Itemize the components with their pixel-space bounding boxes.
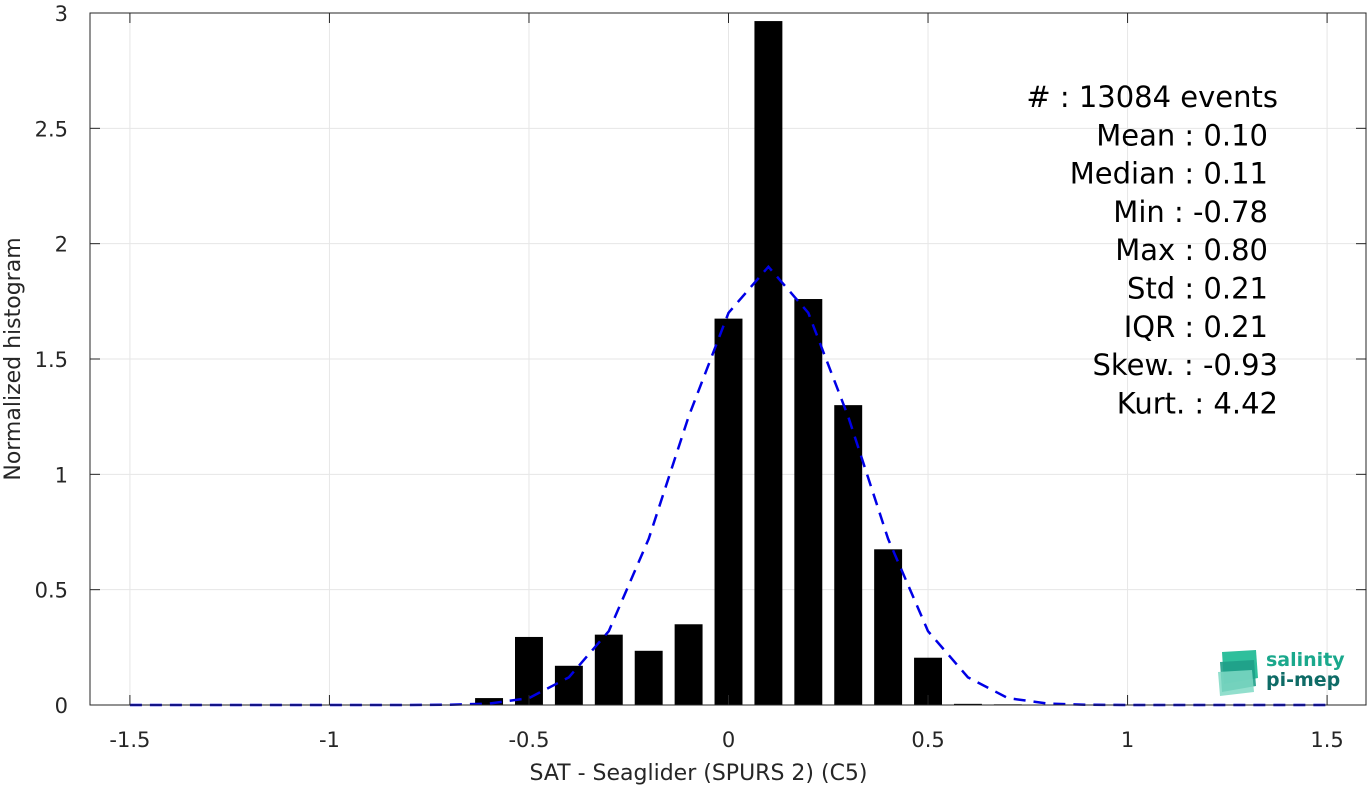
- histogram-bar: [874, 549, 903, 705]
- stat-line: IQR : 0.21: [1124, 310, 1268, 344]
- y-axis-label: Normalized histogram: [1, 237, 26, 480]
- bar-layer: [475, 21, 1022, 705]
- y-tick-label: 3: [55, 2, 68, 26]
- stat-line: Max : 0.80: [1115, 233, 1268, 267]
- x-tick-label: -1: [319, 728, 340, 752]
- stats-box: # : 13084 events Mean : 0.10 Median : 0.11…: [1026, 80, 1278, 420]
- logo-line2: pi-mep: [1266, 669, 1340, 691]
- stat-line: Std : 0.21: [1127, 272, 1268, 306]
- x-tick-label: 0.5: [911, 728, 944, 752]
- y-tick-label: 2.5: [35, 117, 68, 141]
- histogram-bar: [834, 405, 863, 705]
- histogram-bar: [794, 299, 823, 705]
- histogram-bar: [634, 650, 663, 705]
- histogram-bar: [674, 624, 703, 705]
- fit-curve-layer: [129, 264, 1328, 707]
- histogram-bar: [594, 634, 623, 705]
- y-tick-label: 0.5: [35, 579, 68, 603]
- stat-line: Median : 0.11: [1070, 157, 1268, 191]
- stat-line: Mean : 0.10: [1096, 118, 1268, 152]
- logo-line1: salinity: [1266, 649, 1345, 671]
- stat-line: Kurt. : 4.42: [1117, 386, 1278, 420]
- stat-line: # : 13084 events: [1026, 80, 1278, 114]
- stat-line: Skew. : -0.93: [1092, 348, 1278, 382]
- wave-logo-icon: [1218, 650, 1258, 696]
- x-tick-label: -0.5: [508, 728, 549, 752]
- histogram-bar: [714, 318, 743, 705]
- histogram-bar: [515, 636, 543, 705]
- y-tick-label: 0: [55, 694, 68, 718]
- x-tick-label: -1.5: [109, 728, 150, 752]
- y-tick-label: 1.5: [35, 348, 68, 372]
- x-tick-label: 1.5: [1310, 728, 1343, 752]
- tick-layer: -1.5 -1 -0.5 0 0.5 1 1.5 0 0.5 1 1.5 2 2.5 3: [35, 2, 1366, 752]
- histogram-bar: [953, 703, 982, 705]
- x-axis-label: SAT - Seaglider (SPURS 2) (C5): [529, 761, 867, 786]
- histogram-bar: [554, 665, 583, 705]
- stat-line: Min : -0.78: [1113, 195, 1268, 229]
- salinity-pi-mep-logo: salinity pi-mep: [1218, 649, 1345, 696]
- y-tick-label: 1: [55, 463, 68, 487]
- fit-curve: [129, 264, 1328, 707]
- histogram-bar: [475, 698, 504, 705]
- x-tick-label: 0: [722, 728, 735, 752]
- x-tick-label: 1: [1121, 728, 1134, 752]
- y-tick-label: 2: [55, 233, 68, 257]
- histogram-bar: [754, 21, 783, 705]
